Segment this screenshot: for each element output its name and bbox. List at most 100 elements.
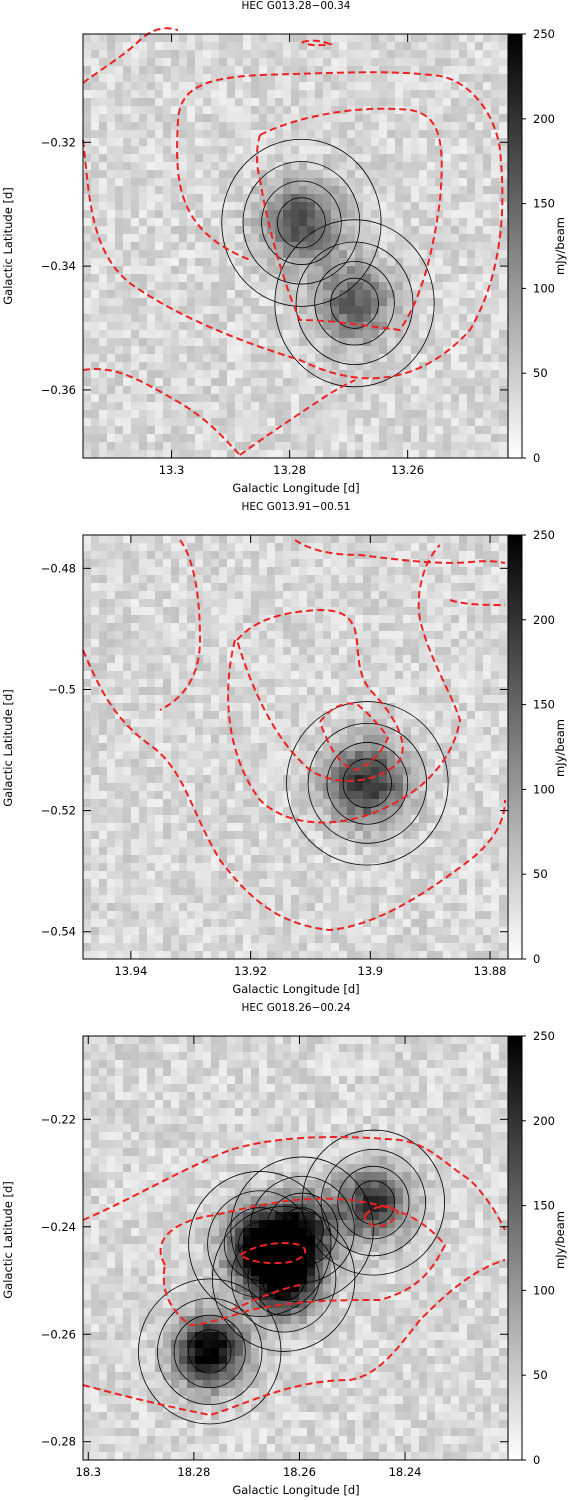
heatmap-cell: [483, 623, 491, 631]
heatmap-cell: [235, 799, 243, 807]
heatmap-cell: [379, 82, 387, 90]
heatmap-cell: [235, 591, 243, 599]
heatmap-cell: [379, 66, 387, 74]
heatmap-cell: [467, 154, 475, 162]
heatmap-cell: [91, 767, 99, 775]
heatmap-cell: [83, 767, 91, 775]
heatmap-cell: [147, 442, 155, 450]
heatmap-cell: [267, 146, 275, 154]
heatmap-cell: [147, 218, 155, 226]
heatmap-cell: [467, 831, 475, 839]
heatmap-cell: [163, 535, 171, 543]
heatmap-cell: [179, 218, 187, 226]
heatmap-cell: [451, 234, 459, 242]
heatmap-cell: [243, 535, 251, 543]
heatmap-cell: [347, 402, 355, 410]
heatmap-cell: [83, 711, 91, 719]
heatmap-cell: [91, 394, 99, 402]
heatmap-cell: [227, 66, 235, 74]
heatmap-cell: [395, 591, 403, 599]
heatmap-cell: [163, 759, 171, 767]
heatmap-cell: [355, 82, 363, 90]
heatmap-cell: [155, 210, 163, 218]
heatmap-cell: [291, 210, 299, 218]
heatmap-cell: [179, 551, 187, 559]
heatmap-cell: [91, 599, 99, 607]
heatmap-cell: [219, 106, 227, 114]
heatmap-cell: [355, 687, 363, 695]
heatmap-cell: [243, 210, 251, 218]
heatmap-cell: [203, 178, 211, 186]
heatmap-cell: [83, 607, 91, 615]
heatmap-cell: [139, 735, 147, 743]
heatmap-cell: [251, 759, 259, 767]
heatmap-cell: [475, 178, 483, 186]
heatmap-cell: [403, 823, 411, 831]
heatmap-cell: [339, 242, 347, 250]
heatmap-cell: [211, 687, 219, 695]
heatmap-cell: [267, 743, 275, 751]
heatmap-cell: [315, 370, 323, 378]
heatmap-cell: [243, 394, 251, 402]
heatmap-cell: [395, 823, 403, 831]
heatmap-cell: [315, 386, 323, 394]
heatmap-cell: [171, 663, 179, 671]
heatmap-cell: [411, 82, 419, 90]
heatmap-cell: [347, 386, 355, 394]
heatmap-cell: [187, 671, 195, 679]
heatmap-cell: [251, 242, 259, 250]
heatmap-cell: [123, 703, 131, 711]
heatmap-cell: [259, 815, 267, 823]
heatmap-cell: [491, 346, 499, 354]
heatmap-cell: [315, 122, 323, 130]
heatmap-cell: [179, 647, 187, 655]
heatmap-cell: [251, 226, 259, 234]
heatmap-cell: [419, 74, 427, 82]
heatmap-cell: [411, 338, 419, 346]
heatmap-cell: [99, 146, 107, 154]
heatmap-cell: [251, 258, 259, 266]
heatmap-cell: [315, 418, 323, 426]
heatmap-cell: [195, 687, 203, 695]
heatmap-cell: [427, 727, 435, 735]
heatmap-cell: [459, 743, 467, 751]
heatmap-cell: [451, 799, 459, 807]
heatmap-cell: [379, 703, 387, 711]
heatmap-cell: [331, 66, 339, 74]
heatmap-cell: [211, 647, 219, 655]
heatmap-cell: [411, 426, 419, 434]
heatmap-cell: [251, 194, 259, 202]
heatmap-cell: [315, 58, 323, 66]
heatmap-cell: [243, 679, 251, 687]
heatmap-cell: [179, 839, 187, 847]
heatmap-cell: [451, 66, 459, 74]
heatmap-cell: [435, 679, 443, 687]
heatmap-cell: [331, 258, 339, 266]
heatmap-cell: [147, 727, 155, 735]
heatmap-cell: [483, 799, 491, 807]
heatmap-cell: [99, 90, 107, 98]
heatmap-cell: [395, 567, 403, 575]
heatmap-cell: [139, 567, 147, 575]
heatmap-cell: [243, 154, 251, 162]
heatmap-cell: [91, 266, 99, 274]
heatmap-cell: [83, 799, 91, 807]
heatmap-cell: [171, 330, 179, 338]
heatmap-cell: [379, 655, 387, 663]
heatmap-cell: [491, 314, 499, 322]
heatmap-cell: [355, 170, 363, 178]
heatmap-cell: [411, 138, 419, 146]
heatmap-cell: [99, 170, 107, 178]
heatmap-cell: [139, 154, 147, 162]
heatmap-cell: [163, 362, 171, 370]
heatmap-cell: [363, 314, 371, 322]
heatmap-cell: [323, 434, 331, 442]
heatmap-cell: [99, 242, 107, 250]
heatmap-cell: [459, 671, 467, 679]
heatmap-cell: [291, 274, 299, 282]
heatmap-cell: [371, 306, 379, 314]
heatmap-cell: [171, 735, 179, 743]
heatmap-cell: [419, 178, 427, 186]
heatmap-cell: [331, 679, 339, 687]
heatmap-cell: [99, 66, 107, 74]
